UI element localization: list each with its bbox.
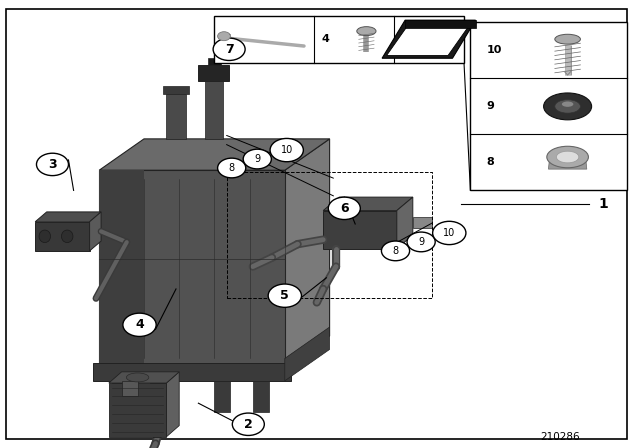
Text: 4: 4 bbox=[135, 318, 144, 332]
Text: 5: 5 bbox=[223, 34, 230, 44]
Text: 9: 9 bbox=[486, 101, 494, 112]
Text: 9: 9 bbox=[254, 154, 260, 164]
Polygon shape bbox=[166, 372, 179, 437]
Text: 9: 9 bbox=[418, 237, 424, 247]
Circle shape bbox=[270, 138, 303, 162]
Polygon shape bbox=[150, 381, 166, 412]
Polygon shape bbox=[157, 412, 173, 421]
Polygon shape bbox=[548, 157, 587, 169]
Text: 10: 10 bbox=[443, 228, 456, 238]
Text: 8: 8 bbox=[392, 246, 399, 256]
Polygon shape bbox=[35, 222, 90, 251]
Polygon shape bbox=[382, 20, 476, 58]
Ellipse shape bbox=[547, 146, 588, 168]
Polygon shape bbox=[112, 381, 128, 412]
Circle shape bbox=[328, 197, 360, 220]
Polygon shape bbox=[109, 372, 179, 383]
Text: 5: 5 bbox=[280, 289, 289, 302]
Polygon shape bbox=[35, 212, 101, 222]
Text: 210286: 210286 bbox=[540, 432, 580, 442]
Ellipse shape bbox=[39, 230, 51, 243]
Polygon shape bbox=[285, 327, 330, 381]
Ellipse shape bbox=[61, 230, 73, 243]
Polygon shape bbox=[397, 197, 413, 249]
Circle shape bbox=[381, 241, 410, 261]
Ellipse shape bbox=[543, 93, 591, 120]
Circle shape bbox=[218, 158, 246, 178]
Polygon shape bbox=[405, 20, 476, 28]
Text: 10: 10 bbox=[486, 45, 502, 56]
Circle shape bbox=[218, 32, 230, 41]
Polygon shape bbox=[214, 381, 230, 412]
Circle shape bbox=[433, 221, 466, 245]
Circle shape bbox=[243, 149, 271, 169]
Polygon shape bbox=[323, 197, 413, 211]
Polygon shape bbox=[90, 212, 101, 251]
Text: 7: 7 bbox=[225, 43, 234, 56]
Text: 10: 10 bbox=[280, 145, 293, 155]
Text: 1: 1 bbox=[598, 197, 608, 211]
Circle shape bbox=[268, 284, 301, 307]
Circle shape bbox=[232, 413, 264, 435]
Text: 8: 8 bbox=[228, 163, 235, 173]
Text: 6: 6 bbox=[340, 202, 349, 215]
Text: 4: 4 bbox=[322, 34, 330, 44]
Ellipse shape bbox=[127, 373, 149, 382]
Ellipse shape bbox=[555, 34, 580, 44]
Ellipse shape bbox=[357, 27, 376, 36]
Polygon shape bbox=[93, 363, 291, 381]
Polygon shape bbox=[323, 211, 397, 249]
Bar bbox=[214, 16, 464, 63]
Polygon shape bbox=[109, 383, 166, 437]
Polygon shape bbox=[413, 217, 432, 228]
Circle shape bbox=[123, 313, 156, 336]
Polygon shape bbox=[166, 94, 186, 139]
Polygon shape bbox=[387, 23, 471, 56]
Polygon shape bbox=[208, 58, 221, 65]
Text: 2: 2 bbox=[244, 418, 253, 431]
Polygon shape bbox=[122, 381, 138, 396]
Circle shape bbox=[213, 38, 245, 60]
Ellipse shape bbox=[556, 151, 579, 163]
Bar bbox=[470, 22, 627, 190]
Polygon shape bbox=[99, 170, 285, 367]
Ellipse shape bbox=[562, 102, 573, 107]
Ellipse shape bbox=[555, 100, 580, 113]
Polygon shape bbox=[205, 81, 223, 139]
Polygon shape bbox=[253, 381, 269, 412]
Polygon shape bbox=[163, 86, 189, 94]
Text: 3: 3 bbox=[48, 158, 57, 171]
Polygon shape bbox=[198, 65, 229, 81]
Polygon shape bbox=[99, 139, 330, 170]
Circle shape bbox=[407, 232, 435, 252]
Polygon shape bbox=[285, 139, 330, 367]
Polygon shape bbox=[99, 170, 144, 367]
Text: 8: 8 bbox=[486, 157, 494, 168]
Circle shape bbox=[36, 153, 68, 176]
